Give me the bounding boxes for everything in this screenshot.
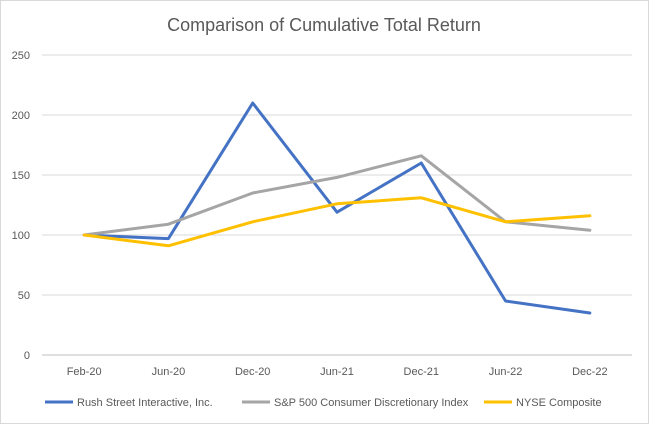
x-tick-label: Feb-20: [67, 366, 102, 378]
x-tick-label: Jun-22: [489, 366, 523, 378]
y-tick-label: 0: [24, 350, 30, 362]
gridlines: [42, 54, 632, 356]
y-tick-label: 250: [12, 50, 30, 62]
series-line: [82, 154, 592, 237]
series-line: [82, 101, 592, 315]
x-tick-label: Jun-21: [320, 366, 354, 378]
x-tick-label: Dec-21: [404, 366, 439, 378]
series-lines: [82, 101, 592, 315]
y-tick-label: 200: [12, 110, 30, 122]
x-axis-labels: Feb-20 Jun-20 Dec-20 Jun-21 Dec-21 Jun-22 Dec-…: [67, 366, 608, 378]
legend-label: NYSE Composite: [516, 397, 602, 409]
series-line: [82, 196, 592, 248]
y-tick-label: 150: [12, 170, 30, 182]
y-tick-label: 50: [18, 290, 30, 302]
chart-title: Comparison of Cumulative Total Return: [167, 15, 481, 35]
legend: Rush Street Interactive, Inc. S&P 500 Con…: [45, 397, 602, 409]
legend-label: S&P 500 Consumer Discretionary Index: [274, 397, 469, 409]
x-tick-label: Jun-20: [152, 366, 186, 378]
x-tick-label: Dec-22: [572, 366, 607, 378]
y-tick-label: 100: [12, 230, 30, 242]
legend-label: Rush Street Interactive, Inc.: [77, 397, 213, 409]
x-tick-label: Dec-20: [235, 366, 270, 378]
y-axis-labels: 0 50 100 150 200 250: [12, 50, 30, 362]
